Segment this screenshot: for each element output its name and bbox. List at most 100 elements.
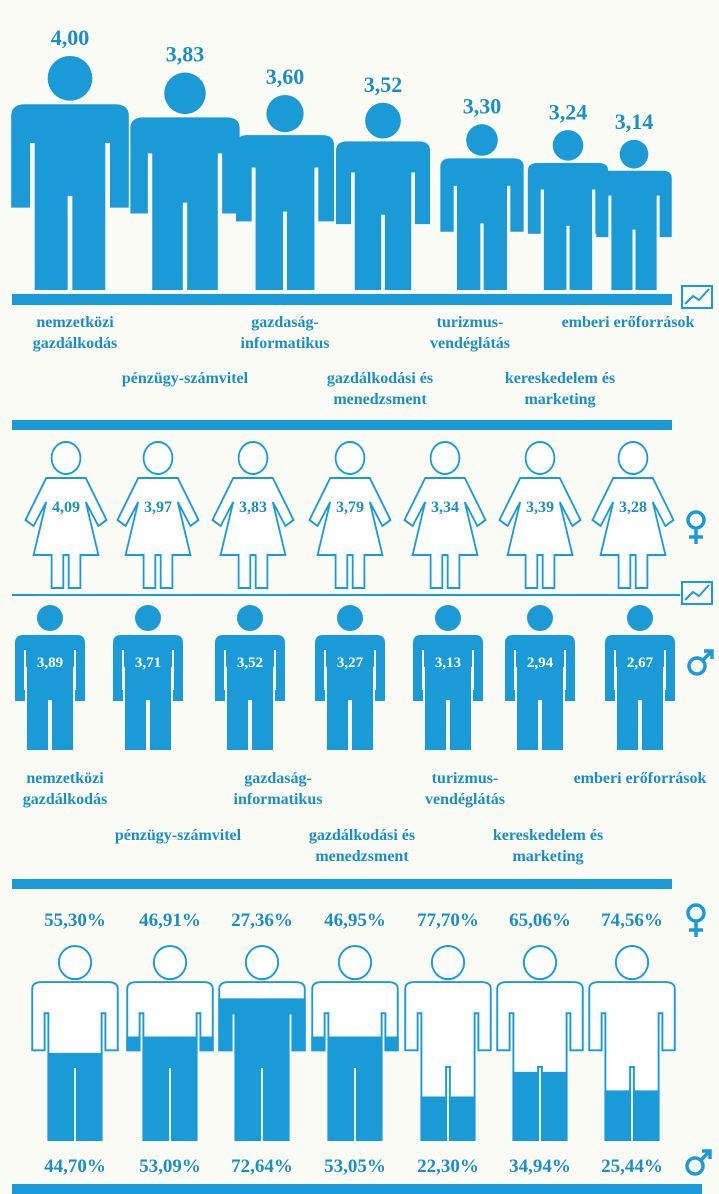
body (596, 171, 671, 290)
person-figure (130, 73, 239, 290)
head (239, 442, 268, 474)
value-label: 3,14 (615, 109, 654, 134)
head (164, 73, 206, 115)
value-label: 53,05% (324, 1156, 386, 1177)
value-label: 3,39 (526, 499, 554, 516)
value-label: 53,09% (139, 1156, 201, 1177)
category-label: turizmus-vendéglátás (402, 312, 538, 354)
person-figure (528, 130, 608, 290)
value-label: 65,06% (509, 910, 571, 931)
value-label: 3,60 (266, 64, 305, 89)
arm-gap (614, 650, 616, 690)
arm-gap (24, 650, 26, 690)
value-label: 2,94 (527, 655, 554, 671)
body (26, 478, 107, 588)
divider-bar (12, 420, 672, 430)
arm-gap (664, 650, 666, 690)
person-frame (405, 946, 491, 1140)
arm-gap (274, 650, 276, 690)
category-label: gazdaság-informatikus (210, 768, 346, 810)
value-label: 3,24 (549, 99, 588, 124)
value-label: 44,70% (44, 1156, 106, 1177)
value-label: 4,00 (51, 25, 90, 50)
female-symbol (688, 512, 704, 544)
value-label: 22,30% (417, 1156, 479, 1177)
person-frame (312, 946, 398, 1140)
value-label: 25,44% (601, 1156, 663, 1177)
value-label: 3,97 (144, 499, 172, 516)
arm-gap (224, 650, 226, 690)
head (620, 140, 649, 169)
person-frame (497, 946, 583, 1140)
value-label: 3,13 (435, 655, 461, 671)
arm-gap (172, 650, 174, 690)
value-label: 46,95% (324, 910, 386, 931)
body (589, 982, 675, 1140)
head (432, 946, 464, 979)
male-figure (605, 605, 675, 750)
category-label: gazdálkodási és menedzsment (312, 368, 448, 410)
head (336, 442, 365, 474)
head (527, 605, 553, 631)
male-symbol (687, 1151, 710, 1174)
value-label: 3,79 (336, 499, 364, 516)
value-label: 3,27 (337, 655, 364, 671)
divider-bar (12, 294, 672, 305)
value-label: 3,71 (135, 655, 161, 671)
female-share (589, 946, 675, 1140)
chart-icon (682, 286, 712, 308)
head (144, 442, 173, 474)
category-label: pénzügy-számvitel (110, 825, 246, 846)
person-figure (596, 140, 671, 290)
body (593, 478, 674, 588)
body (405, 982, 491, 1140)
category-label: kereskedelem és marketing (492, 368, 628, 410)
arm-gap (374, 650, 376, 690)
female-share (32, 946, 118, 1140)
value-label: 4,09 (52, 499, 80, 516)
head (135, 605, 161, 631)
arm-gap (122, 650, 124, 690)
head (365, 103, 401, 139)
value-label: 3,83 (239, 499, 267, 516)
divider-bar (12, 879, 672, 889)
category-label: turizmus-vendéglátás (397, 768, 533, 810)
value-label: 74,56% (601, 910, 663, 931)
value-label: 3,83 (166, 41, 205, 66)
head (466, 124, 498, 156)
value-label: 72,64% (231, 1156, 293, 1177)
body (528, 163, 608, 290)
head (154, 946, 186, 979)
head (627, 605, 653, 631)
body (219, 982, 305, 1140)
male-figure (215, 605, 285, 750)
body (213, 478, 294, 588)
head (339, 946, 371, 979)
head (553, 130, 584, 161)
value-label: 34,94% (509, 1156, 571, 1177)
male-figure (15, 605, 85, 750)
head (431, 442, 460, 474)
head (52, 442, 81, 474)
category-label: emberi erőforrások (560, 312, 696, 333)
arm-gap (324, 650, 326, 690)
head (37, 605, 63, 631)
head (237, 605, 263, 631)
chart-icon (682, 582, 712, 604)
value-label: 3,28 (619, 499, 647, 516)
category-label: nemzetközi gazdálkodás (7, 312, 143, 354)
value-label: 3,89 (37, 655, 63, 671)
person-frame (32, 946, 118, 1140)
arm-gap (422, 650, 424, 690)
female-share (497, 946, 583, 1140)
arm-gap (472, 650, 474, 690)
male-figure (113, 605, 183, 750)
head (616, 946, 648, 979)
category-label: pénzügy-számvitel (117, 368, 253, 389)
category-label: gazdálkodási és menedzsment (294, 825, 430, 867)
person-figure (11, 56, 129, 290)
value-label: 55,30% (44, 910, 106, 931)
category-label: gazdaság-informatikus (217, 312, 353, 354)
female-share (405, 946, 491, 1140)
body (497, 982, 583, 1140)
